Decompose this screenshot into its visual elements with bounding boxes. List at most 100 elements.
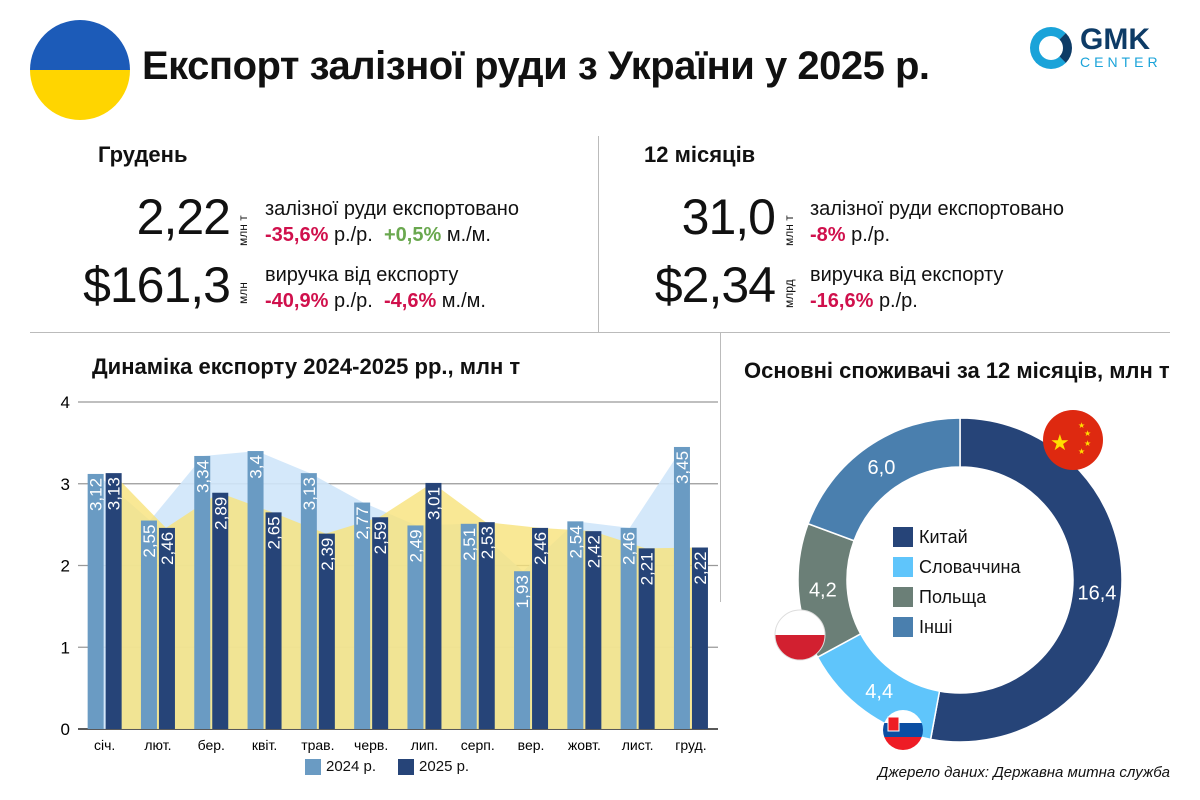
logo-main: GMK (1080, 23, 1150, 56)
bar-legend: 2024 р. 2025 р. (305, 758, 469, 775)
legend-swatch (398, 758, 415, 775)
legend-swatch (893, 587, 913, 607)
legend-swatch (305, 758, 321, 775)
flag-bg (1043, 410, 1103, 470)
bar-2024 (247, 451, 264, 729)
x-tick-label: лют. (144, 737, 171, 753)
bar-value-label: 2,49 (406, 529, 425, 562)
x-tick-label: січ. (94, 737, 115, 753)
donut-value-label: 16,4 (1077, 583, 1116, 605)
yoy-suffix: р./р. (333, 290, 373, 312)
year-volume-unit: млн т (782, 215, 796, 246)
bar-value-label: 3,01 (424, 487, 443, 520)
x-tick-label: лип. (411, 737, 438, 753)
flag-star: ★ (1078, 421, 1085, 430)
bar-value-label: 2,54 (566, 525, 585, 558)
bar-value-label: 2,46 (620, 532, 639, 565)
flag-star: ★ (1084, 439, 1091, 448)
yoy-suffix: р./р. (333, 224, 373, 246)
source-note: Джерело даних: Державна митна служба (877, 764, 1170, 781)
bar-2025 (638, 548, 655, 729)
legend-label: 2025 р. (419, 758, 470, 775)
bar-value-label: 2,53 (478, 526, 497, 559)
x-tick-label: вер. (518, 737, 545, 753)
bar-value-label: 3,34 (193, 460, 212, 493)
bar-2024 (514, 571, 531, 729)
bar-value-label: 2,21 (638, 552, 657, 585)
legend-swatch (893, 557, 913, 577)
bar-2024 (407, 525, 424, 729)
dec-revenue-change: -40,9% р./р. -4,6% м./м. (265, 290, 486, 313)
bar-2025 (478, 522, 495, 729)
divider (598, 136, 599, 332)
page-title: Експорт залізної руди з України у 2025 р… (142, 44, 930, 88)
flag-red (883, 737, 923, 750)
year-revenue-change: -16,6% р./р. (810, 290, 918, 313)
y-tick-label: 0 (61, 720, 70, 739)
legend-china: Китай (893, 522, 1020, 552)
donut-value-label: 4,4 (865, 681, 893, 703)
december-heading: Грудень (98, 142, 188, 167)
dec-volume-unit: млн т (236, 215, 250, 246)
donut-slice-others (807, 417, 961, 542)
bar-value-label: 2,77 (353, 507, 372, 540)
dec-revenue-mom: -4,6% (383, 290, 437, 312)
bar-value-label: 2,51 (460, 528, 479, 561)
bar-2024 (194, 455, 211, 729)
bar-chart-title: Динаміка експорту 2024-2025 рр., млн т (92, 354, 521, 379)
x-tick-label: жовт. (568, 737, 601, 753)
x-tick-label: груд. (675, 737, 706, 753)
bar-value-label: 2,46 (531, 532, 550, 565)
flag-coat (887, 716, 900, 732)
bar-2024 (300, 473, 317, 729)
bar-value-label: 2,55 (140, 525, 159, 558)
legend-2024: 2024 р. (305, 758, 376, 775)
x-tick-label: черв. (354, 737, 388, 753)
year-revenue-value: $2,34 (654, 257, 776, 313)
bar-value-label: 2,89 (211, 497, 230, 530)
donut-chart: 16,44,44,26,0★★★★★ (774, 410, 1123, 750)
dec-volume-change: -35,6% р./р. +0,5% м./м. (265, 224, 491, 247)
legend-slovakia: Словаччина (893, 552, 1020, 582)
dec-volume-label: залізної руди експортовано (265, 198, 519, 220)
dec-revenue-label: виручка від експорту (265, 264, 459, 286)
bar-2025 (532, 527, 549, 729)
year-revenue-yoy: -16,6% (810, 290, 874, 312)
year-revenue-label: виручка від експорту (810, 264, 1004, 286)
bar-value-label: 3,13 (300, 477, 319, 510)
legend-swatch (893, 527, 913, 547)
legend-label: Інші (919, 616, 953, 637)
bar-2024 (620, 527, 637, 729)
logo-ring-icon (1030, 27, 1072, 69)
donut-slice-china (929, 417, 1123, 743)
year-revenue-unit: млрд (782, 279, 796, 308)
dec-volume-mom: +0,5% (383, 224, 442, 246)
y-tick-label: 1 (61, 638, 70, 657)
legend-label: Китай (919, 526, 968, 547)
dec-revenue-unit: млн (236, 282, 250, 304)
bar-2025 (212, 492, 229, 729)
divider (30, 332, 1170, 333)
y-tick-label: 3 (61, 475, 70, 494)
legend-label: Словаччина (919, 556, 1021, 577)
legend-label: Польща (919, 586, 987, 607)
mom-suffix: м./м. (441, 290, 486, 312)
bar-value-label: 3,45 (673, 451, 692, 484)
year-volume-value: 31,0 (681, 189, 776, 245)
donut-value-label: 6,0 (868, 457, 896, 479)
mom-suffix: м./м. (446, 224, 491, 246)
bar-value-label: 3,4 (247, 455, 266, 479)
x-tick-label: трав. (301, 737, 334, 753)
dec-revenue-value: $161,3 (83, 257, 231, 313)
ukraine-flag-icon (30, 20, 130, 120)
yoy-suffix: р./р. (878, 290, 918, 312)
legend-label: 2024 р. (326, 758, 377, 775)
flag-star: ★ (1078, 447, 1085, 456)
bar-2025 (691, 547, 708, 729)
x-tick-label: квіт. (252, 737, 277, 753)
legend-swatch (893, 617, 913, 637)
dec-revenue-yoy: -40,9% (265, 290, 329, 312)
legend-others: Інші (893, 612, 1020, 642)
y-tick-label: 4 (61, 393, 70, 412)
